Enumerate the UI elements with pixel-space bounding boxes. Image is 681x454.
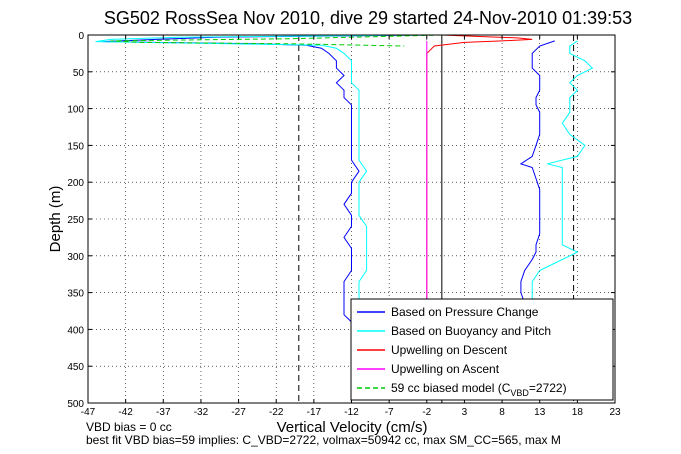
legend-entry-subscript: VBD xyxy=(510,388,529,398)
x-tick-label: -47 xyxy=(81,407,96,418)
y-tick-label: 500 xyxy=(67,399,84,410)
legend-entry-suffix: =2722) xyxy=(529,381,567,395)
y-tick-label: 400 xyxy=(67,325,84,336)
y-tick-label: 150 xyxy=(67,141,84,152)
x-tick-label: -12 xyxy=(344,407,359,418)
x-axis-label: Vertical Velocity (cm/s) xyxy=(277,419,428,436)
series-line-1-ascent xyxy=(524,40,594,323)
legend-entry: 59 cc biased model (CVBD=2722) xyxy=(391,381,567,398)
x-tick-label: -22 xyxy=(269,407,284,418)
x-tick-label: -7 xyxy=(385,407,394,418)
y-tick-label: 100 xyxy=(67,105,84,116)
x-axis-ticks: -47 -42 -37 -32 -27 -22 -17 -12 -7 -2 3 8 13 18 23 xyxy=(81,35,621,418)
footer-fit-line: best fit VBD bias=59 implies: C_VBD=2722… xyxy=(86,433,561,447)
series-line-1-descent xyxy=(95,34,427,322)
x-tick-label: 8 xyxy=(499,407,505,418)
series-line-4 xyxy=(110,34,442,47)
legend-entry-label: Based on Buoyancy and Pitch xyxy=(391,324,551,338)
series-line-0-descent xyxy=(103,34,427,323)
y-tick-label: 300 xyxy=(67,252,84,263)
x-tick-label: -37 xyxy=(156,407,171,418)
legend-box xyxy=(350,298,614,401)
y-axis-label: Depth (m) xyxy=(47,186,64,253)
x-tick-label: 13 xyxy=(534,407,546,418)
x-tick-label: 23 xyxy=(609,407,621,418)
x-tick-label: -32 xyxy=(194,407,209,418)
legend-entry-label: Upwelling on Descent xyxy=(391,343,508,357)
legend-entry-label: 59 cc biased model (C xyxy=(391,381,511,395)
x-tick-label: -2 xyxy=(422,407,431,418)
footer-bias-line: VBD bias = 0 cc xyxy=(86,420,172,434)
y-tick-label: 450 xyxy=(67,362,84,373)
legend-entry: Upwelling on Ascent xyxy=(391,362,500,376)
x-tick-label: -42 xyxy=(118,407,133,418)
series-line-0-ascent xyxy=(516,40,555,323)
legend-entry: Based on Pressure Change xyxy=(391,305,539,319)
data-series xyxy=(95,34,594,323)
y-tick-label: 50 xyxy=(73,68,85,79)
x-tick-label: -27 xyxy=(231,407,246,418)
x-tick-label: -17 xyxy=(307,407,322,418)
chart-title: SG502 RossSea Nov 2010, dive 29 started … xyxy=(104,8,632,28)
legend: Based on Pressure Change Based on Buoyanc… xyxy=(350,298,614,401)
y-axis-ticks: 0 50 100 150 200 250 300 350 400 450 500 xyxy=(67,31,615,410)
legend-entry: Based on Buoyancy and Pitch xyxy=(391,324,551,338)
y-tick-label: 250 xyxy=(67,215,84,226)
x-tick-label: 18 xyxy=(572,407,584,418)
y-tick-label: 200 xyxy=(67,178,84,189)
legend-entry-label: Upwelling on Ascent xyxy=(391,362,500,376)
legend-entry-label: Based on Pressure Change xyxy=(391,305,539,319)
x-tick-label: 3 xyxy=(462,407,468,418)
y-tick-label: 0 xyxy=(78,31,84,42)
y-tick-label: 350 xyxy=(67,289,84,300)
legend-entry: Upwelling on Descent xyxy=(391,343,508,357)
